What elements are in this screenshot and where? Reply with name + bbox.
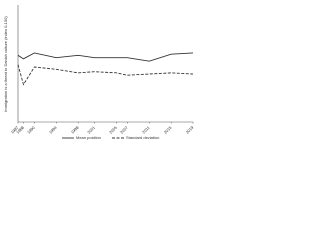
x-tick-label: 1998 [70, 124, 80, 134]
x-tick-label: 2001 [86, 124, 96, 134]
legend-label: Mean position [76, 135, 101, 140]
chart: Immigration is a threat to Danish cultur… [3, 5, 195, 140]
line [17, 64, 194, 86]
x-tick-label: 2011 [141, 124, 151, 134]
x-tick-label: 1994 [48, 124, 58, 134]
x-tick-label: 2005 [108, 124, 118, 134]
x-tick-label: 1988 [15, 124, 25, 134]
line [17, 52, 194, 62]
x-tick-label: 2019 [185, 124, 195, 134]
x-tick-label: 1987 [10, 124, 20, 134]
x-tick-label: 1990 [26, 124, 36, 134]
x-tick-label: 2015 [163, 124, 173, 134]
legend-label: Standard deviation [126, 135, 159, 140]
x-tick-label: 2007 [119, 124, 129, 134]
y-axis-label: Immigration is a threat to Danish cultur… [3, 16, 8, 112]
